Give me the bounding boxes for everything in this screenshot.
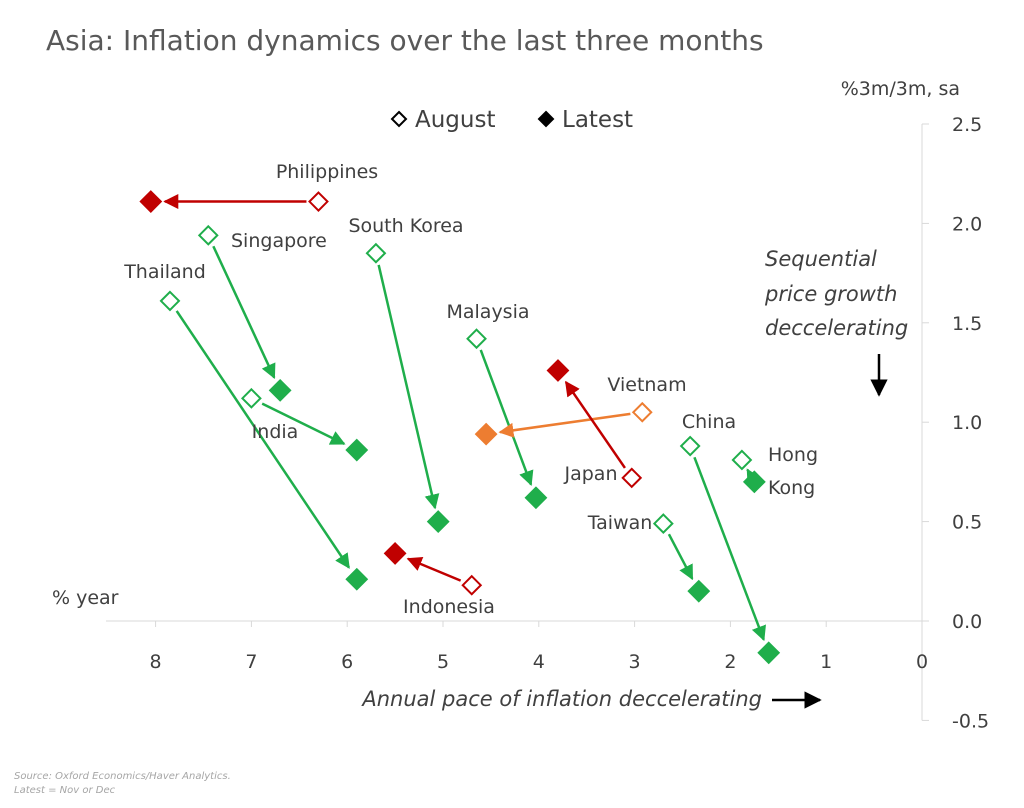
august-point-indonesia: [461, 574, 483, 596]
latest-note: Latest = Nov or Dec: [14, 785, 116, 796]
latest-point-taiwan: [687, 579, 711, 603]
legend-marker-latest: [537, 110, 555, 128]
august-point-south-korea: [365, 242, 387, 264]
x-direction-text: Annual pace of inflation deccelerating: [360, 687, 762, 711]
x-tick-label: 3: [629, 651, 641, 673]
source-note: Source: Oxford Economics/Haver Analytics…: [14, 771, 231, 782]
x-tick-label: 8: [150, 651, 162, 673]
latest-point-singapore: [268, 378, 292, 402]
x-ticks: 8 7 6 5 4 3 2 1 0: [150, 621, 928, 673]
y-direction-line-3: deccelerating: [765, 316, 908, 340]
latest-point-indonesia: [383, 541, 407, 565]
august-point-china: [679, 435, 701, 457]
legend-marker-august: [390, 110, 408, 128]
august-point-india: [240, 387, 262, 409]
country-label-thailand: Thailand: [123, 261, 206, 283]
country-labels: Philippines Singapore South Korea Thailand M…: [123, 161, 818, 618]
august-point-thailand: [159, 290, 181, 312]
y-direction-line-1: Sequential: [765, 247, 877, 271]
arrow-taiwan: [667, 533, 694, 581]
y-tick-label: 0.5: [952, 512, 982, 534]
latest-point-japan: [546, 359, 570, 382]
legend: August Latest: [390, 107, 633, 133]
country-label-hong-kong-1: Hong: [768, 444, 818, 466]
august-point-malaysia: [466, 328, 487, 350]
arrow-vietnam: [498, 412, 631, 438]
country-label-japan: Japan: [564, 463, 618, 485]
legend-label-latest: Latest: [562, 107, 633, 133]
latest-point-thailand: [345, 567, 369, 591]
latest-point-hong-kong: [742, 470, 766, 494]
august-point-japan: [621, 467, 643, 489]
x-tick-label: 2: [724, 651, 736, 673]
country-label-india: India: [252, 421, 299, 443]
points: [139, 190, 781, 665]
latest-point-philippines: [139, 190, 163, 213]
y-direction-line-2: price growth: [764, 282, 897, 306]
y-tick-label: 2.5: [952, 114, 982, 136]
arrow-indonesia: [406, 557, 462, 582]
x-tick-label: 5: [437, 651, 449, 673]
arrow-south-korea: [377, 264, 440, 510]
country-label-singapore: Singapore: [231, 230, 327, 252]
august-point-singapore: [197, 224, 219, 246]
y-tick-label: 0.0: [952, 611, 982, 633]
country-label-philippines: Philippines: [276, 161, 378, 183]
arrow-china: [693, 456, 766, 642]
x-tick-label: 0: [916, 651, 928, 673]
arrow-singapore: [212, 245, 276, 380]
country-label-indonesia: Indonesia: [403, 596, 495, 618]
arrow-japan: [564, 380, 626, 469]
x-tick-label: 4: [533, 651, 545, 673]
arrow-india: [261, 402, 346, 445]
august-point-philippines: [308, 191, 329, 212]
august-point-vietnam: [631, 401, 653, 423]
latest-point-malaysia: [524, 486, 548, 510]
x-tick-label: 7: [245, 651, 257, 673]
arrow-thailand: [175, 310, 351, 569]
august-point-hong-kong: [731, 449, 753, 471]
august-point-taiwan: [652, 513, 674, 535]
x-axis-label: % year: [52, 587, 119, 609]
y-axis-label: %3m/3m, sa: [841, 78, 960, 100]
x-direction-annotation: Annual pace of inflation deccelerating: [360, 687, 822, 711]
y-tick-label: 1.5: [952, 313, 982, 335]
country-label-china: China: [682, 411, 736, 433]
country-label-hong-kong-2: Kong: [768, 477, 815, 499]
latest-point-south-korea: [426, 510, 450, 534]
y-direction-annotation: Sequential price growth deccelerating: [764, 247, 908, 397]
latest-point-india: [345, 438, 369, 462]
y-tick-label: -0.5: [952, 710, 989, 732]
y-tick-label: 2.0: [952, 213, 982, 235]
country-label-south-korea: South Korea: [348, 215, 463, 237]
country-label-malaysia: Malaysia: [446, 301, 529, 323]
arrow-malaysia: [479, 349, 534, 487]
latest-point-vietnam: [474, 422, 498, 446]
x-tick-label: 6: [341, 651, 353, 673]
arrows: [163, 194, 766, 642]
y-ticks: 2.5 2.0 1.5 1.0 0.5 0.0 -0.5: [922, 114, 989, 732]
legend-label-august: August: [415, 107, 496, 133]
y-tick-label: 1.0: [952, 412, 982, 434]
country-label-taiwan: Taiwan: [587, 512, 653, 534]
x-tick-label: 1: [820, 651, 832, 673]
country-label-vietnam: Vietnam: [607, 374, 686, 396]
chart-title: Asia: Inflation dynamics over the last t…: [46, 24, 764, 57]
latest-point-china: [757, 641, 781, 665]
